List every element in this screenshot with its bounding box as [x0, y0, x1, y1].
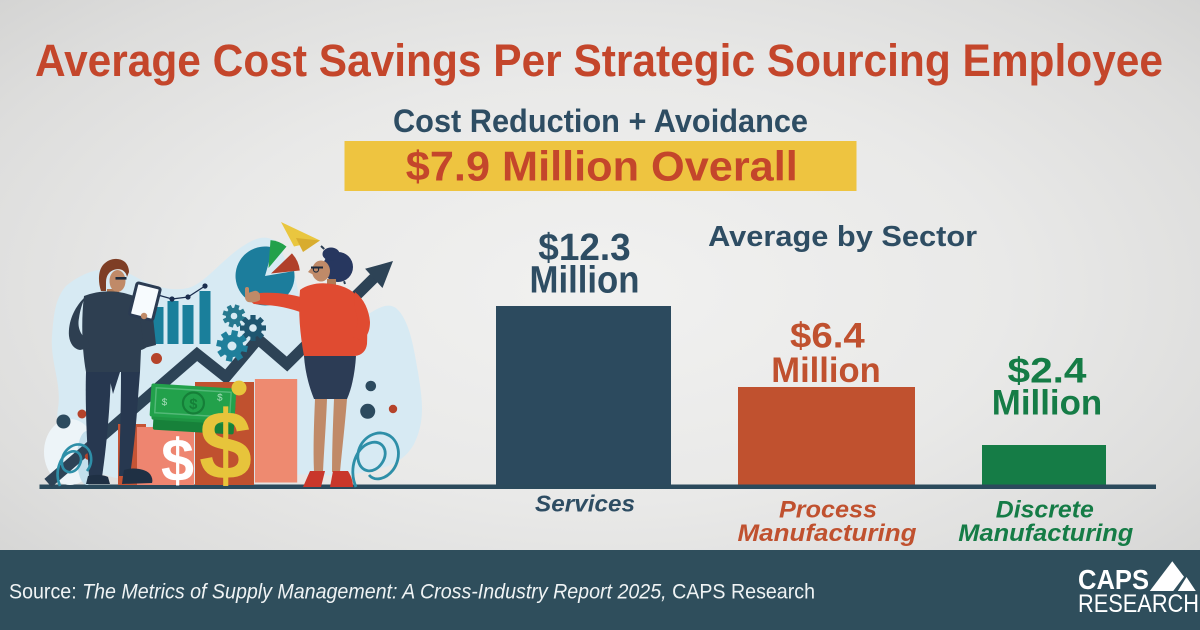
svg-text:Manufacturing: Manufacturing [958, 520, 1133, 547]
svg-text:Process: Process [779, 497, 877, 524]
svg-text:$12.3: $12.3 [538, 227, 630, 269]
svg-text:$: $ [189, 396, 199, 414]
svg-text:Million: Million [530, 260, 640, 302]
svg-text:Cost Reduction + Avoidance: Cost Reduction + Avoidance [393, 103, 808, 139]
svg-text:Average by Sector: Average by Sector [708, 221, 977, 253]
svg-text:$7.9 Million Overall: $7.9 Million Overall [406, 143, 798, 190]
svg-text:Manufacturing: Manufacturing [738, 520, 917, 547]
svg-text:$: $ [161, 427, 194, 494]
svg-text:Services: Services [535, 491, 635, 517]
svg-text:Million: Million [771, 351, 880, 390]
svg-text:$: $ [217, 392, 224, 403]
svg-text:$: $ [199, 391, 252, 500]
svg-text:$2.4: $2.4 [1008, 352, 1088, 391]
svg-text:CAPS: CAPS [1078, 564, 1149, 595]
svg-text:Discrete: Discrete [996, 497, 1094, 524]
svg-text:$6.4: $6.4 [790, 316, 865, 355]
svg-text:Million: Million [992, 384, 1102, 423]
svg-text:RESEARCH: RESEARCH [1078, 590, 1199, 618]
svg-text:$: $ [161, 397, 168, 408]
svg-text:Average Cost Savings Per Strat: Average Cost Savings Per Strategic Sourc… [35, 35, 1163, 86]
svg-text:Source: The Metrics of Supply: Source: The Metrics of Supply Management… [9, 581, 815, 604]
